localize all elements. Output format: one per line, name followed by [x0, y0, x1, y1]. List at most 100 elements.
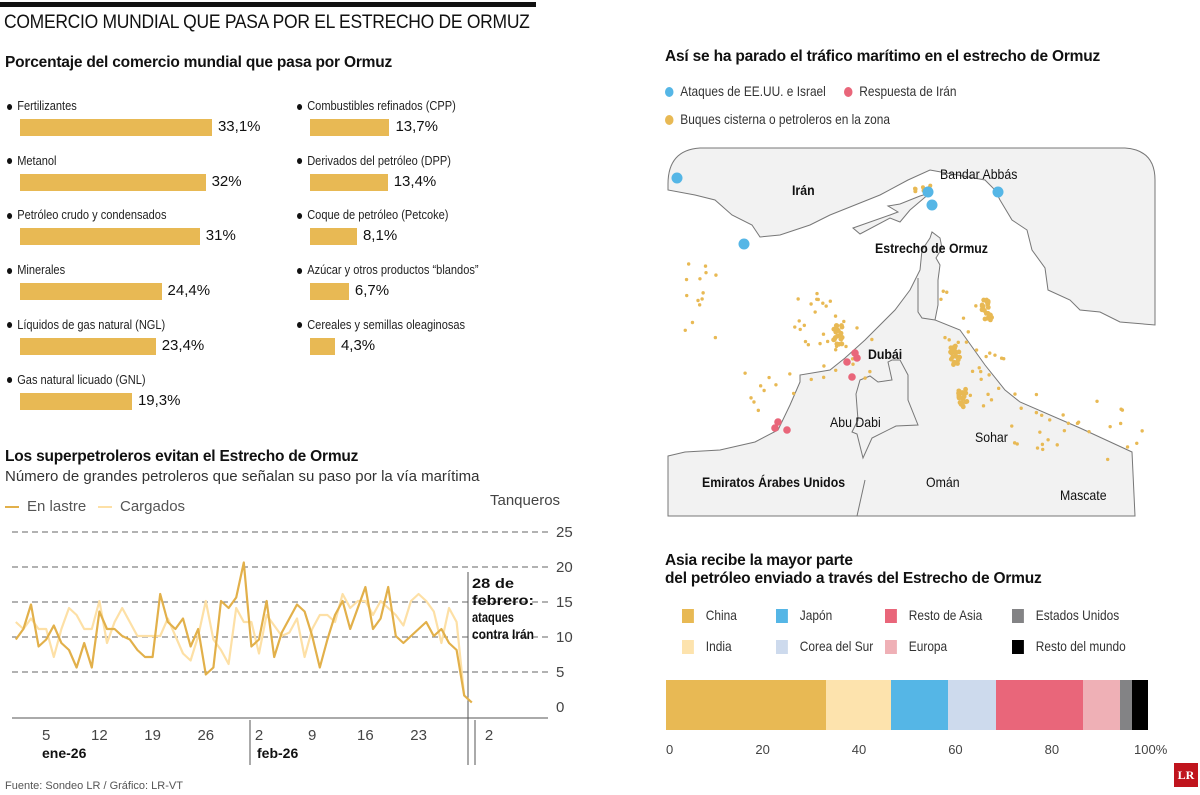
- tanker-dot: [1019, 406, 1023, 410]
- tanker-dot: [947, 338, 951, 342]
- map-title: Así se ha parado el tráfico marítimo en …: [665, 48, 1101, 65]
- tanker-dot: [957, 400, 963, 405]
- category-text: Gas natural licuado (GNL): [17, 371, 146, 387]
- top-rule: [0, 2, 536, 7]
- legend-dot-icon: [665, 87, 674, 98]
- y-tick-label: 25: [556, 524, 573, 541]
- bar-value-label: 13,7%: [395, 118, 438, 135]
- page-title: COMERCIO MUNDIAL QUE PASA POR EL ESTRECH…: [4, 12, 530, 33]
- bullet-icon: [297, 267, 303, 274]
- tanker-dot: [1105, 457, 1110, 462]
- tanker-dot: [838, 330, 844, 336]
- bar: [310, 283, 349, 301]
- legend-swatch: [885, 640, 897, 655]
- legend-text: Japón: [799, 607, 833, 623]
- series-line-cargados: [15, 592, 473, 704]
- tanker-dot: [842, 319, 846, 324]
- tanker-dot: [948, 356, 954, 362]
- stacked-legend-item: Resto de Asia: [885, 607, 983, 624]
- tanker-dot: [758, 384, 763, 388]
- category-text: Fertilizantes: [17, 98, 77, 113]
- tanker-dot: [806, 343, 811, 347]
- bullet-icon: [297, 212, 303, 219]
- tanker-dot: [951, 362, 956, 367]
- tanker-dot: [1046, 438, 1050, 442]
- legend-dot-icon: [665, 115, 674, 126]
- stacked-legend-item: China: [682, 607, 737, 624]
- stacked-segment: [1082, 680, 1121, 730]
- tanker-dot: [863, 376, 867, 380]
- x-tick-label: 9: [308, 727, 316, 744]
- tanker-dot: [833, 329, 839, 335]
- stacked-x-tick: 60: [948, 742, 963, 757]
- stacked-legend-item: Corea del Sur: [776, 638, 873, 655]
- bar-category-label: Metanol: [7, 153, 57, 168]
- bar-value-label: 31%: [205, 227, 236, 245]
- tanker-dot: [839, 323, 844, 328]
- legend-swatch: [1012, 609, 1024, 624]
- legend-text: Ataques de EE.UU. e Israel: [680, 83, 826, 99]
- stacked-title-line-1: Asia recibe la mayor parte: [665, 552, 853, 569]
- map-label-bandar: Bandar Abbás: [940, 166, 1018, 182]
- y-tick-label: 0: [556, 699, 564, 716]
- bullet-icon: [297, 322, 303, 329]
- tanker-dot: [809, 302, 813, 306]
- tanker-dot: [1012, 441, 1017, 445]
- legend-text: Buques cisterna o petroleros en la zona: [680, 111, 891, 127]
- tanker-dot: [855, 326, 859, 330]
- iran-response-marker: [848, 373, 856, 381]
- tanker-dot: [964, 340, 969, 344]
- map-label-strait: Estrecho de Ormuz: [875, 240, 988, 256]
- iran-response-marker: [843, 358, 851, 366]
- x-tick-label: 19: [144, 727, 161, 744]
- category-text: Minerales: [17, 262, 66, 278]
- bar-category-label: Cereales y semillas oleaginosas: [297, 317, 465, 332]
- tanker-dot: [1095, 399, 1099, 403]
- tanker-dot: [774, 383, 778, 387]
- tanker-dot: [1010, 424, 1014, 428]
- tanker-dot: [704, 270, 708, 275]
- stacked-segment: [826, 680, 892, 730]
- tanker-dot: [1041, 447, 1045, 452]
- y-tick-label: 5: [556, 664, 564, 681]
- bar-value-label: 23,4%: [161, 336, 205, 354]
- x-tick-label: 2: [255, 727, 263, 744]
- tanker-dot: [815, 291, 819, 296]
- bar-category-label: Coque de petróleo (Petcoke): [297, 207, 448, 222]
- tanker-dot: [1039, 413, 1044, 417]
- map-markers: [671, 172, 1144, 462]
- map-label-oman: Omán: [926, 474, 960, 490]
- y-axis-label: Tanqueros: [490, 492, 561, 509]
- legend-text: Respuesta de Irán: [859, 83, 957, 99]
- stacked-legend-item: Estados Unidos: [1012, 607, 1119, 624]
- tanker-dot: [1061, 413, 1065, 417]
- bar-value-label: 6,7%: [354, 282, 390, 300]
- bar: [310, 173, 388, 191]
- tanker-dot: [796, 297, 800, 301]
- tanker-dot: [798, 327, 802, 332]
- lr-logo: LR: [1174, 763, 1198, 787]
- bar-value-label: 33,1%: [217, 118, 261, 135]
- tanker-dot: [838, 336, 844, 342]
- bullet-icon: [7, 103, 13, 110]
- tanker-dot: [982, 316, 988, 322]
- tanker-dot: [802, 323, 807, 328]
- legend-text: Resto de Asia: [908, 607, 983, 623]
- tanker-dot: [966, 330, 970, 334]
- tanker-dot: [956, 394, 962, 400]
- tanker-dot: [1120, 408, 1125, 412]
- stacked-x-tick: 20: [755, 742, 770, 757]
- tanker-dot: [818, 341, 822, 346]
- stacked-legend-item: India: [682, 638, 732, 655]
- tanker-dot: [986, 311, 992, 317]
- tanker-dot: [821, 332, 826, 336]
- tanker-dot: [955, 354, 961, 360]
- cargados-swatch: [98, 506, 112, 509]
- category-text: Azúcar y otros productos “blandos”: [307, 262, 479, 278]
- bar: [310, 228, 357, 246]
- tanker-dot: [981, 404, 986, 408]
- legend-label: Cargados: [120, 498, 186, 515]
- bar-chart-title: Porcentaje del comercio mundial que pasa…: [5, 54, 393, 71]
- bar: [310, 119, 390, 136]
- map-label-abudhabi: Abu Dabi: [830, 414, 881, 430]
